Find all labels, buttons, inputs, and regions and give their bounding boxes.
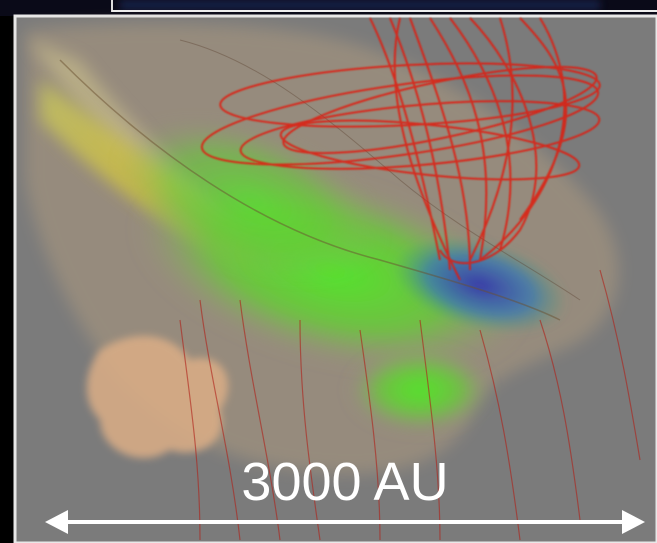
top-strip-color — [120, 0, 600, 10]
scale-bar-label: 3000 AU — [241, 452, 448, 512]
page: 3000 AU (() => { const data = JSON.parse… — [0, 0, 657, 543]
visualization: 3000 AU — [0, 0, 657, 543]
